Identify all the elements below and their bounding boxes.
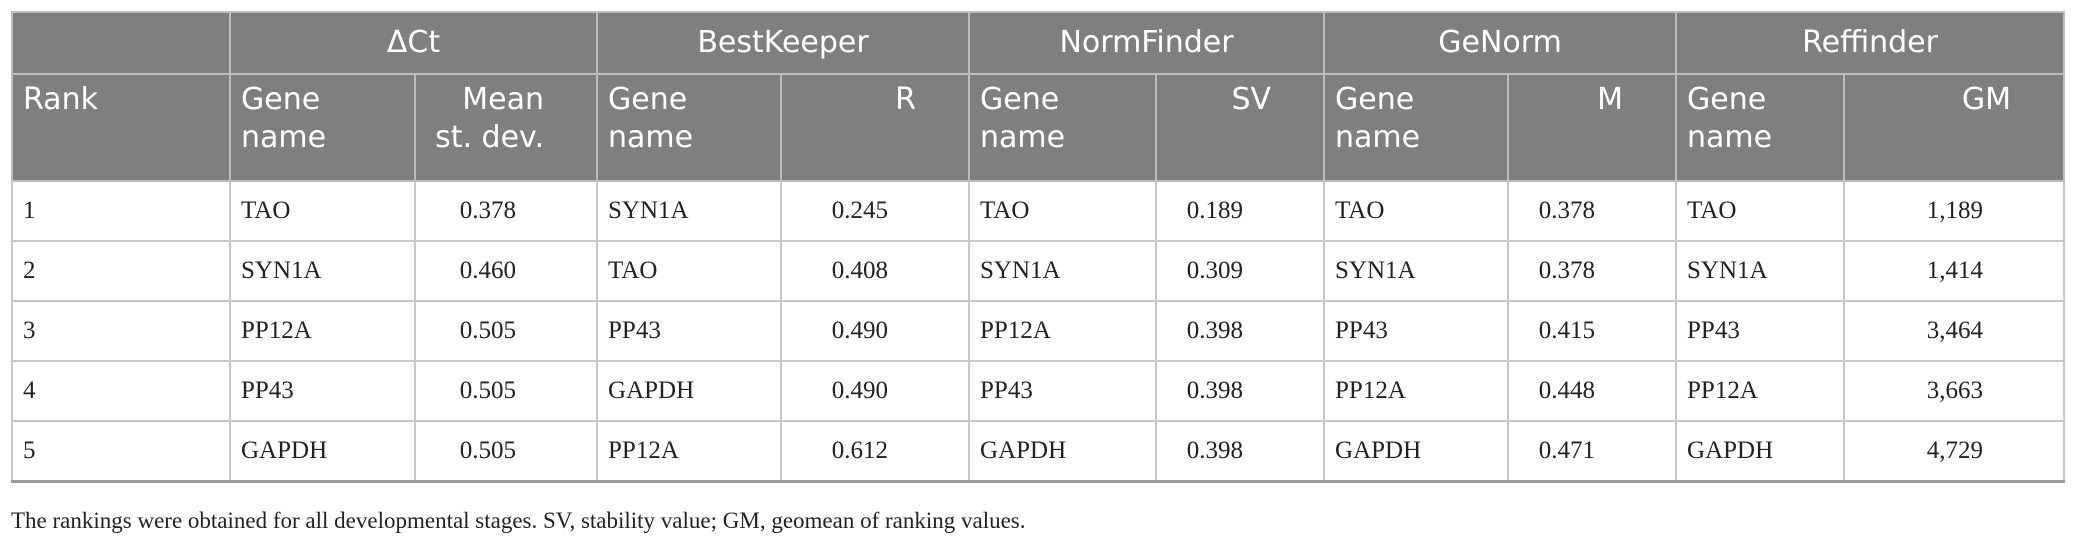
gene-cell: GAPDH xyxy=(1323,420,1510,483)
rank-cell: 4 xyxy=(11,360,231,422)
gene-cell: GAPDH xyxy=(596,360,783,422)
sub-header: M xyxy=(1507,73,1678,182)
gene-cell: SYN1A xyxy=(968,240,1158,302)
gene-cell: PP43 xyxy=(596,300,783,362)
sub-header: Gene name xyxy=(1323,73,1510,182)
value-cell: 0.505 xyxy=(413,420,599,483)
gene-cell: PP12A xyxy=(229,300,416,362)
gene-cell: TAO xyxy=(968,180,1158,242)
sub-header: SV xyxy=(1155,73,1326,182)
value-cell: 0.460 xyxy=(413,240,599,302)
value-cell: 0.408 xyxy=(780,240,971,302)
group-header: Reffinder xyxy=(1675,11,2066,75)
value-cell: 0.471 xyxy=(1507,420,1678,483)
sub-header: R xyxy=(780,73,971,182)
value-cell: 0.505 xyxy=(413,300,599,362)
gene-cell: GAPDH xyxy=(968,420,1158,483)
table-row: 2 SYN1A 0.460 TAO 0.408 SYN1A 0.309 SYN1A 0.378 S… xyxy=(11,240,2066,302)
group-header: NormFinder xyxy=(968,11,1326,75)
rank-cell: 2 xyxy=(11,240,231,302)
sub-header: Mean st. dev. xyxy=(413,73,599,182)
gene-cell: PP12A xyxy=(968,300,1158,362)
gene-cell: TAO xyxy=(1675,180,1846,242)
value-cell: 3,663 xyxy=(1843,360,2066,422)
gene-cell: GAPDH xyxy=(229,420,416,483)
gene-cell: SYN1A xyxy=(229,240,416,302)
value-cell: 3,464 xyxy=(1843,300,2066,362)
table-row: 3 PP12A 0.505 PP43 0.490 PP12A 0.398 PP43 0.415 P… xyxy=(11,300,2066,362)
table-row: 1 TAO 0.378 SYN1A 0.245 TAO 0.189 TAO 0.378 TAO 1,… xyxy=(11,180,2066,242)
footnote: The rankings were obtained for all devel… xyxy=(11,508,1026,533)
value-cell: 0.490 xyxy=(780,300,971,362)
value-cell: 0.309 xyxy=(1155,240,1326,302)
group-header-row: ΔCt BestKeeper NormFinder GeNorm Reffinder xyxy=(11,11,2066,75)
gene-cell: TAO xyxy=(596,240,783,302)
results-table: ΔCt BestKeeper NormFinder GeNorm Reffinder R… xyxy=(11,11,2066,483)
gene-cell: GAPDH xyxy=(1675,420,1846,483)
gene-cell: PP43 xyxy=(968,360,1158,422)
value-cell: 0.378 xyxy=(1507,180,1678,242)
table-body: 1 TAO 0.378 SYN1A 0.245 TAO 0.189 TAO 0.378 TAO 1,… xyxy=(11,180,2066,483)
group-header: ΔCt xyxy=(228,11,599,75)
gene-cell: PP12A xyxy=(596,420,783,483)
value-cell: 0.378 xyxy=(413,180,599,242)
value-cell: 0.398 xyxy=(1155,360,1326,422)
value-cell: 0.398 xyxy=(1155,420,1326,483)
group-header: GeNorm xyxy=(1323,11,1678,75)
value-cell: 0.398 xyxy=(1155,300,1326,362)
value-cell: 0.612 xyxy=(780,420,971,483)
gene-cell: SYN1A xyxy=(1323,240,1510,302)
sub-header: Gene name xyxy=(229,73,416,182)
rank-cell: 1 xyxy=(11,180,231,242)
value-cell: 4,729 xyxy=(1843,420,2066,483)
value-cell: 0.415 xyxy=(1507,300,1678,362)
gene-cell: SYN1A xyxy=(1675,240,1846,302)
value-cell: 0.378 xyxy=(1507,240,1678,302)
gene-cell: TAO xyxy=(1323,180,1510,242)
gene-cell: SYN1A xyxy=(596,180,783,242)
sub-header-row: Rank Gene name Mean st. dev. Gene name R Gen… xyxy=(11,73,2066,182)
rank-cell: 5 xyxy=(11,420,231,483)
value-cell: 0.490 xyxy=(780,360,971,422)
gene-cell: TAO xyxy=(229,180,416,242)
sub-header: Gene name xyxy=(968,73,1158,182)
value-cell: 0.245 xyxy=(780,180,971,242)
value-cell: 1,189 xyxy=(1843,180,2066,242)
group-header: BestKeeper xyxy=(596,11,971,75)
table-row: 4 PP43 0.505 GAPDH 0.490 PP43 0.398 PP12A 0.448 P… xyxy=(11,360,2066,422)
table-head: ΔCt BestKeeper NormFinder GeNorm Reffinder R… xyxy=(11,11,2066,182)
rank-header: Rank xyxy=(11,73,231,182)
rank-cell: 3 xyxy=(11,300,231,362)
value-cell: 1,414 xyxy=(1843,240,2066,302)
sub-header: Gene name xyxy=(596,73,783,182)
gene-cell: PP43 xyxy=(1675,300,1846,362)
value-cell: 0.189 xyxy=(1155,180,1326,242)
table-row: 5 GAPDH 0.505 PP12A 0.612 GAPDH 0.398 GAPDH 0.47… xyxy=(11,420,2066,483)
value-cell: 0.505 xyxy=(413,360,599,422)
gene-cell: PP12A xyxy=(1675,360,1846,422)
gene-cell: PP12A xyxy=(1323,360,1510,422)
corner-cell xyxy=(11,11,231,75)
gene-cell: PP43 xyxy=(1323,300,1510,362)
sub-header: Gene name xyxy=(1675,73,1846,182)
value-cell: 0.448 xyxy=(1507,360,1678,422)
gene-cell: PP43 xyxy=(229,360,416,422)
sub-header: GM xyxy=(1843,73,2066,182)
